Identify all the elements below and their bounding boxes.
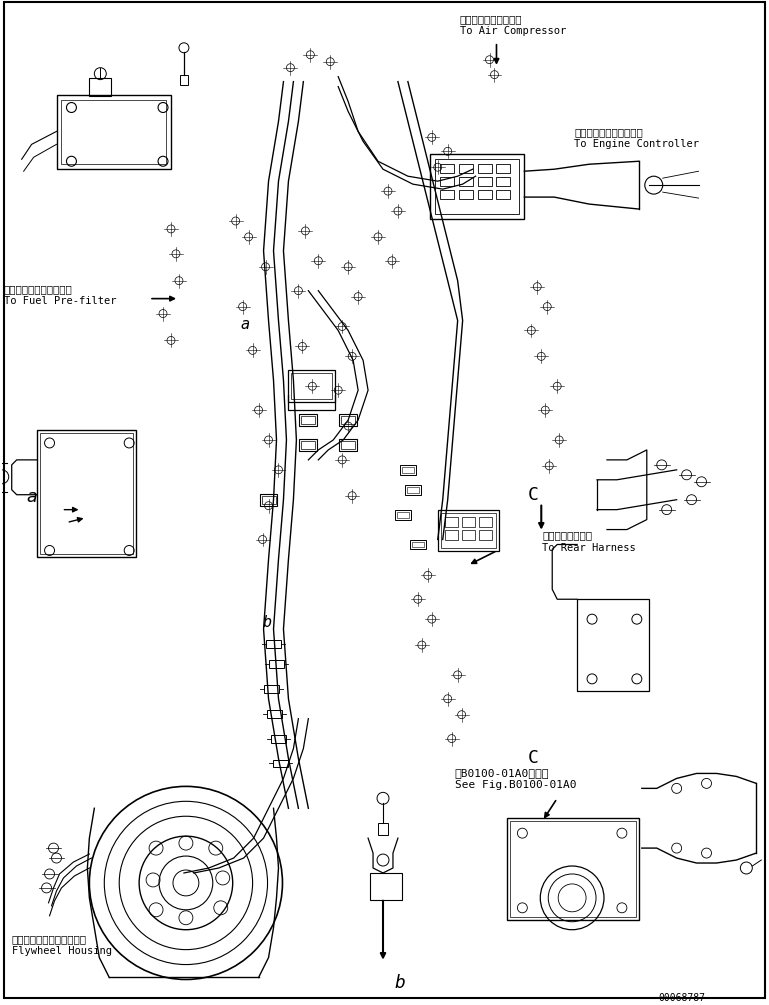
Bar xyxy=(430,155,524,219)
Bar xyxy=(370,873,402,899)
Text: See Fig.B0100-01A0: See Fig.B0100-01A0 xyxy=(454,781,576,790)
Bar xyxy=(478,517,491,527)
Bar xyxy=(478,164,491,173)
Bar xyxy=(444,530,458,540)
Bar xyxy=(378,823,388,835)
Bar xyxy=(288,370,335,402)
Bar xyxy=(62,99,166,164)
Bar xyxy=(402,467,414,472)
Text: C: C xyxy=(528,749,538,767)
Bar xyxy=(511,821,636,917)
Bar xyxy=(341,441,355,449)
Text: a: a xyxy=(241,317,250,332)
Text: フェエルプリフィルタヘ: フェエルプリフィルタヘ xyxy=(4,283,72,293)
Text: a: a xyxy=(27,487,38,506)
Bar xyxy=(410,540,426,550)
Bar xyxy=(339,439,357,451)
Bar xyxy=(299,439,318,451)
Bar xyxy=(438,510,500,552)
Bar xyxy=(260,493,278,506)
Bar xyxy=(37,430,136,558)
Bar xyxy=(400,465,416,474)
Text: 00068787: 00068787 xyxy=(659,993,706,1003)
Text: エアーコンプレッサヘ: エアーコンプレッサヘ xyxy=(460,14,522,24)
Bar xyxy=(458,164,473,173)
Bar xyxy=(497,164,511,173)
Bar xyxy=(301,441,315,449)
Bar xyxy=(405,484,421,494)
Bar xyxy=(440,177,454,186)
Bar xyxy=(265,640,281,648)
Text: b: b xyxy=(395,974,406,992)
Text: C: C xyxy=(528,485,538,504)
Text: To Rear Harness: To Rear Harness xyxy=(542,543,636,553)
Bar xyxy=(339,414,357,426)
Text: b: b xyxy=(262,615,271,630)
Bar xyxy=(577,599,649,690)
Bar xyxy=(440,164,454,173)
Text: To Fuel Pre-filter: To Fuel Pre-filter xyxy=(4,295,116,306)
Bar xyxy=(397,512,409,518)
Bar xyxy=(458,190,473,199)
Bar xyxy=(267,710,282,718)
Bar xyxy=(56,94,171,169)
Bar xyxy=(407,486,419,492)
Bar xyxy=(444,517,458,527)
Bar xyxy=(458,177,473,186)
Text: リヤーハーネスヘ: リヤーハーネスヘ xyxy=(542,531,592,541)
Bar xyxy=(497,177,511,186)
Bar xyxy=(434,159,519,214)
Bar xyxy=(299,414,318,426)
Text: To Engine Controller: To Engine Controller xyxy=(574,140,699,150)
Bar xyxy=(395,510,411,520)
Text: フライホイールハウジング: フライホイールハウジング xyxy=(12,934,87,944)
Bar xyxy=(440,190,454,199)
Text: To Air Compressor: To Air Compressor xyxy=(460,26,566,36)
Text: Flywheel Housing: Flywheel Housing xyxy=(12,946,112,956)
Bar xyxy=(441,513,497,549)
Bar xyxy=(261,495,275,504)
Bar xyxy=(180,74,188,84)
Text: 第B0100-01A0図参照: 第B0100-01A0図参照 xyxy=(454,769,549,779)
Bar xyxy=(301,416,315,424)
Bar xyxy=(89,77,112,95)
Bar xyxy=(478,190,491,199)
Bar xyxy=(497,190,511,199)
Bar xyxy=(39,433,133,555)
Bar xyxy=(272,760,288,768)
Bar xyxy=(461,517,474,527)
Bar xyxy=(508,818,639,920)
Bar xyxy=(341,416,355,424)
Text: エンジンコントローラヘ: エンジンコントローラヘ xyxy=(574,128,643,138)
Bar xyxy=(412,542,424,548)
Bar xyxy=(268,660,285,668)
Bar xyxy=(264,684,279,692)
Bar xyxy=(271,735,286,743)
Bar xyxy=(478,177,491,186)
Bar xyxy=(291,373,332,399)
Bar xyxy=(478,530,491,540)
Bar xyxy=(461,530,474,540)
